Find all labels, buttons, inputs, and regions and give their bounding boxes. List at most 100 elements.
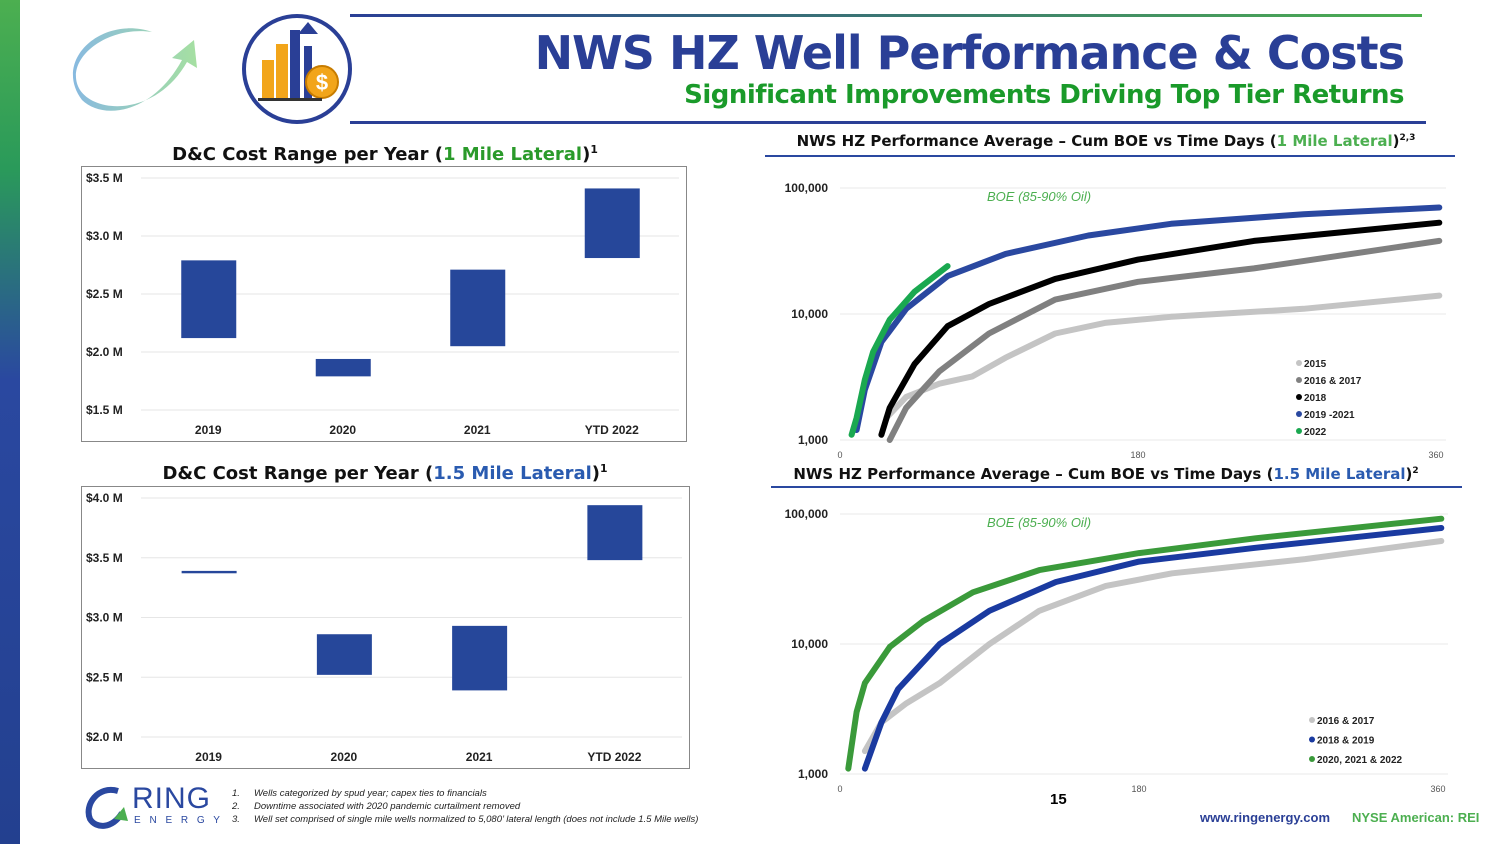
y-tick-label: $2.0 M: [86, 730, 123, 744]
x-tick-label: YTD 2022: [585, 423, 639, 437]
legend-label: 2020, 2021 & 2022: [1317, 755, 1403, 766]
range-bar: [450, 269, 506, 347]
footnotes: 1. Wells categorized by spud year; capex …: [232, 787, 698, 826]
title-text: ): [1405, 465, 1413, 483]
y-tick-label: $3.5 M: [86, 171, 123, 185]
chart-dollar-icon: $: [242, 14, 352, 124]
series-line: [886, 237, 1443, 443]
title-text: ): [582, 144, 591, 165]
y-tick-label: 100,000: [785, 507, 829, 521]
footnote-number: 1.: [232, 788, 240, 799]
ring-logo-text: RING: [132, 782, 211, 815]
y-tick-label: $2.5 M: [86, 287, 123, 301]
legend-label: 2018 & 2019: [1317, 736, 1375, 747]
ring-logo-icon: [85, 786, 128, 829]
legend-label: 2016 & 2017: [1304, 376, 1362, 387]
y-tick-label: $1.5 M: [86, 403, 123, 417]
svg-text:$: $: [316, 70, 328, 95]
legend-marker: [1309, 736, 1315, 743]
y-tick-label: 1,000: [798, 767, 828, 781]
annotation: BOE (85-90% Oil): [987, 189, 1091, 204]
series-line: [853, 204, 1443, 433]
title-text: ): [1392, 132, 1400, 150]
title-footnote: 1: [600, 462, 608, 475]
legend-marker: [1296, 394, 1302, 400]
series-line: [861, 538, 1445, 755]
arrow-logo-icon: [72, 28, 197, 111]
title-highlight: 1 Mile Lateral: [442, 144, 583, 165]
x-tick-label: 180: [1131, 784, 1146, 794]
y-tick-label: $3.5 M: [86, 551, 123, 565]
website-link[interactable]: www.ringenergy.com: [1200, 810, 1331, 825]
legend-marker: [1309, 756, 1315, 762]
title-footnote: 1: [590, 143, 598, 156]
range-bar: [315, 358, 371, 377]
legend-marker: [1296, 428, 1302, 434]
legend-label: 2018: [1304, 393, 1327, 404]
x-tick-label: 2019: [195, 423, 222, 437]
bar-chart-1-title: D&C Cost Range per Year (1 Mile Lateral)…: [80, 143, 690, 165]
x-tick-label: 2019: [195, 750, 222, 764]
series-line: [861, 525, 1445, 772]
annotation: BOE (85-90% Oil): [987, 515, 1091, 530]
x-tick-label: 360: [1430, 784, 1445, 794]
ticker: NYSE American: REI: [1352, 810, 1480, 825]
energy-logo-text: E N E R G Y: [134, 815, 223, 826]
y-tick-label: 10,000: [791, 307, 828, 321]
x-tick-label: 2021: [464, 423, 491, 437]
legend-marker: [1296, 411, 1302, 417]
legend-marker: [1309, 717, 1315, 723]
line-chart-2-title: NWS HZ Performance Average – Cum BOE vs …: [766, 465, 1446, 483]
title-highlight: 1.5 Mile Lateral: [433, 463, 592, 484]
legend-label: 2022: [1304, 427, 1327, 438]
y-tick-label: $3.0 M: [86, 229, 123, 243]
page-number: 15: [1050, 791, 1067, 808]
range-bar: [452, 625, 508, 691]
title-text: D&C Cost Range per Year (: [172, 144, 443, 165]
line-chart-1-title: NWS HZ Performance Average – Cum BOE vs …: [766, 132, 1446, 150]
bar-chart-1: $1.5 M $2.0 M $2.5 M $3.0 M $3.5 M 2019 2020 20…: [81, 166, 687, 442]
line-chart-2-rule: [771, 486, 1462, 488]
range-bar: [587, 505, 643, 561]
footnote-text: Wells categorized by spud year; capex ti…: [254, 788, 487, 799]
footnote-number: 3.: [232, 814, 240, 825]
x-tick-label: 180: [1130, 450, 1145, 460]
legend-label: 2016 & 2017: [1317, 716, 1375, 727]
line-chart-2: 1,000 10,000 100,000 0 180 360 BOE (85-90% Oil…: [785, 507, 1448, 794]
title-highlight: 1 Mile Lateral: [1276, 132, 1393, 150]
x-tick-label: 2021: [466, 750, 493, 764]
y-tick-label: $2.0 M: [86, 345, 123, 359]
range-bar: [584, 188, 640, 259]
legend-label: 2015: [1304, 359, 1327, 370]
footnote-number: 2.: [232, 801, 240, 812]
title-text: NWS HZ Performance Average – Cum BOE vs …: [793, 465, 1274, 483]
footnote-2: 2. Downtime associated with 2020 pandemic…: [232, 800, 698, 813]
title-footnote: 2,3: [1399, 133, 1416, 143]
y-tick-label: $3.0 M: [86, 611, 123, 625]
page-subtitle: Significant Improvements Driving Top Tie…: [684, 80, 1404, 110]
header-rule-top: [350, 14, 1422, 17]
bar-chart-2: $2.0 M $2.5 M $3.0 M $3.5 M $4.0 M 2019 2020 20…: [81, 486, 690, 769]
y-tick-label: $2.5 M: [86, 670, 123, 684]
footnote-1: 1. Wells categorized by spud year; capex …: [232, 787, 698, 800]
x-tick-label: 2020: [329, 423, 356, 437]
range-bar: [316, 634, 372, 675]
legend-marker: [1296, 360, 1302, 366]
series-line: [878, 219, 1443, 438]
range-bar: [181, 570, 237, 574]
x-tick-label: 2020: [331, 750, 358, 764]
header-rule-bottom: [350, 121, 1426, 124]
legend-marker: [1296, 377, 1302, 383]
range-bar: [181, 260, 237, 339]
series-line: [848, 263, 951, 438]
y-tick-label: 10,000: [791, 637, 828, 651]
page-title: NWS HZ Well Performance & Costs: [534, 26, 1405, 80]
title-text: NWS HZ Performance Average – Cum BOE vs …: [796, 132, 1277, 150]
line-chart-1: 1,000 10,000 100,000 0 180 360 BOE (85-90% Oil…: [785, 181, 1446, 460]
y-tick-label: 1,000: [798, 433, 828, 447]
legend-label: 2019 -2021: [1304, 410, 1355, 421]
title-text: ): [591, 463, 601, 484]
footnote-3: 3. Well set comprised of single mile well…: [232, 813, 698, 826]
x-tick-label: YTD 2022: [587, 750, 641, 764]
title-text: D&C Cost Range per Year (: [162, 463, 434, 484]
